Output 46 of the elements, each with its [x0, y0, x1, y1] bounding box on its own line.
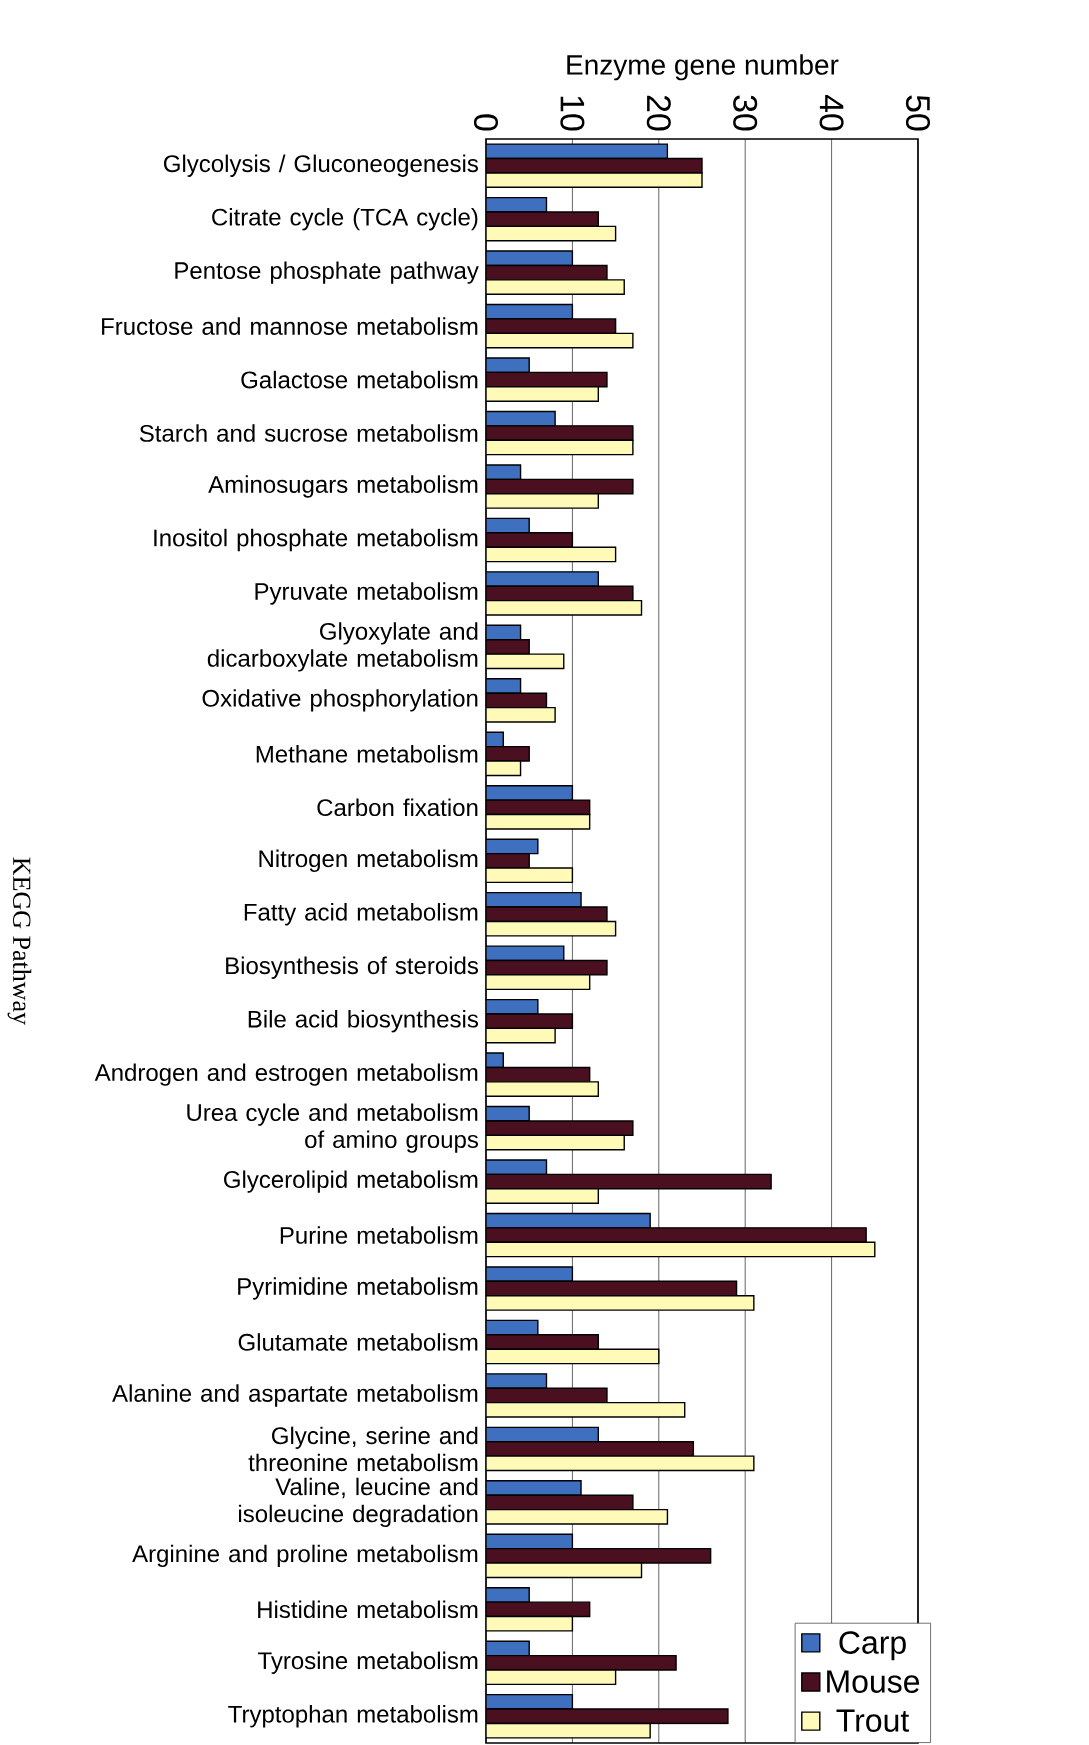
- y-tick-label: Purine metabolism: [280, 1226, 478, 1244]
- y-tick-label: Pyrimidine metabolism: [238, 1277, 478, 1300]
- y-tick-label: Methane metabolism: [256, 745, 478, 763]
- y-tick-label: Fatty acid metabolism: [244, 903, 478, 926]
- x-tick-label: 40: [819, 94, 844, 131]
- y-tick-label: Arginine and proline metabolism: [132, 1544, 478, 1568]
- y-tick-label: Pentose phosphate pathway: [175, 261, 479, 284]
- y-tick-label: Inositol phosphate metabolism: [154, 528, 478, 552]
- x-tick-label: 20: [646, 95, 671, 131]
- x-tick-label: 10: [560, 96, 585, 131]
- legend-label: Trout: [836, 1709, 910, 1732]
- bar: [486, 1401, 686, 1418]
- x-tick-label: 50: [905, 95, 931, 131]
- y-tick-label: Androgen and estrogen metabolism: [94, 1063, 478, 1086]
- y-tick-label: Nitrogen metabolism: [259, 849, 478, 872]
- x-tick-label: 30: [733, 95, 758, 131]
- y-tick-label: Glycerolipid metabolism: [224, 1170, 478, 1193]
- y-tick-label: Aminosugars metabolism: [208, 475, 478, 498]
- y-tick-label: Glutamate metabolism: [238, 1333, 478, 1351]
- bar: [486, 1508, 669, 1525]
- y-tick-label: Pyruvate metabolism: [255, 582, 478, 605]
- y-tick-label: Galactose metabolism: [241, 370, 478, 389]
- y-tick-label: Glyoxylate and dicarboxylate metabolism: [207, 622, 478, 672]
- bar: [486, 1295, 755, 1311]
- legend-label: Mouse: [827, 1670, 920, 1693]
- legend-label: Carp: [839, 1631, 906, 1661]
- x-tick-label: 0: [473, 114, 499, 131]
- y-tick-label: Histidine metabolism: [258, 1600, 478, 1619]
- y-tick-label: Bile acid biosynthesis: [248, 1010, 478, 1033]
- y-tick-label: Starch and sucrose metabolism: [139, 424, 478, 442]
- x-axis-title: Enzyme gene number: [567, 54, 839, 81]
- y-tick-label: Fructose and mannose metabolism: [102, 317, 478, 335]
- y-tick-label: Tryptophan metabolism: [228, 1705, 478, 1728]
- y-tick-label: Urea cycle and metabolism of amino groups: [187, 1103, 479, 1153]
- y-tick-label: Alanine and aspartate metabolism: [112, 1384, 478, 1407]
- y-tick-label: Biosynthesis of steroids: [226, 956, 479, 979]
- bar: [486, 1241, 876, 1258]
- y-tick-label: Citrate cycle (TCA cycle): [212, 208, 478, 231]
- y-tick-label: Valine, leucine and isoleucine degradation: [239, 1477, 478, 1528]
- y-tick-label: Tyrosine metabolism: [258, 1651, 478, 1674]
- y-tick-label: Oxidative phosphorylation: [202, 689, 478, 712]
- y-tick-label: Carbon fixation: [317, 798, 478, 817]
- bar: [486, 1455, 755, 1472]
- y-tick-label: Glycine, serine and threonine metabolism: [248, 1426, 478, 1472]
- y-axis-title: KEGG Pathway: [7, 857, 32, 1025]
- y-tick-label: Glycolysis / Gluconeogenesis: [163, 154, 478, 177]
